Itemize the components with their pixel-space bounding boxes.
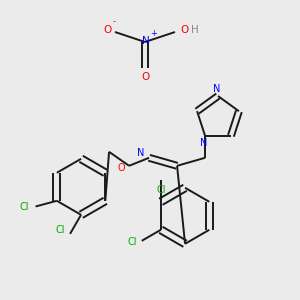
Text: O: O [117, 163, 125, 173]
Text: O: O [180, 25, 188, 35]
Text: O: O [141, 72, 149, 82]
Text: +: + [151, 28, 158, 38]
Text: Cl: Cl [19, 202, 28, 212]
Text: N: N [213, 84, 221, 94]
Text: Cl: Cl [56, 225, 65, 235]
Text: O: O [103, 25, 111, 35]
Text: N: N [200, 138, 208, 148]
Text: H: H [191, 25, 199, 35]
Text: N: N [142, 36, 150, 46]
Text: N: N [137, 148, 144, 158]
Text: Cl: Cl [127, 237, 137, 247]
Text: -: - [112, 17, 116, 26]
Text: Cl: Cl [156, 185, 166, 195]
